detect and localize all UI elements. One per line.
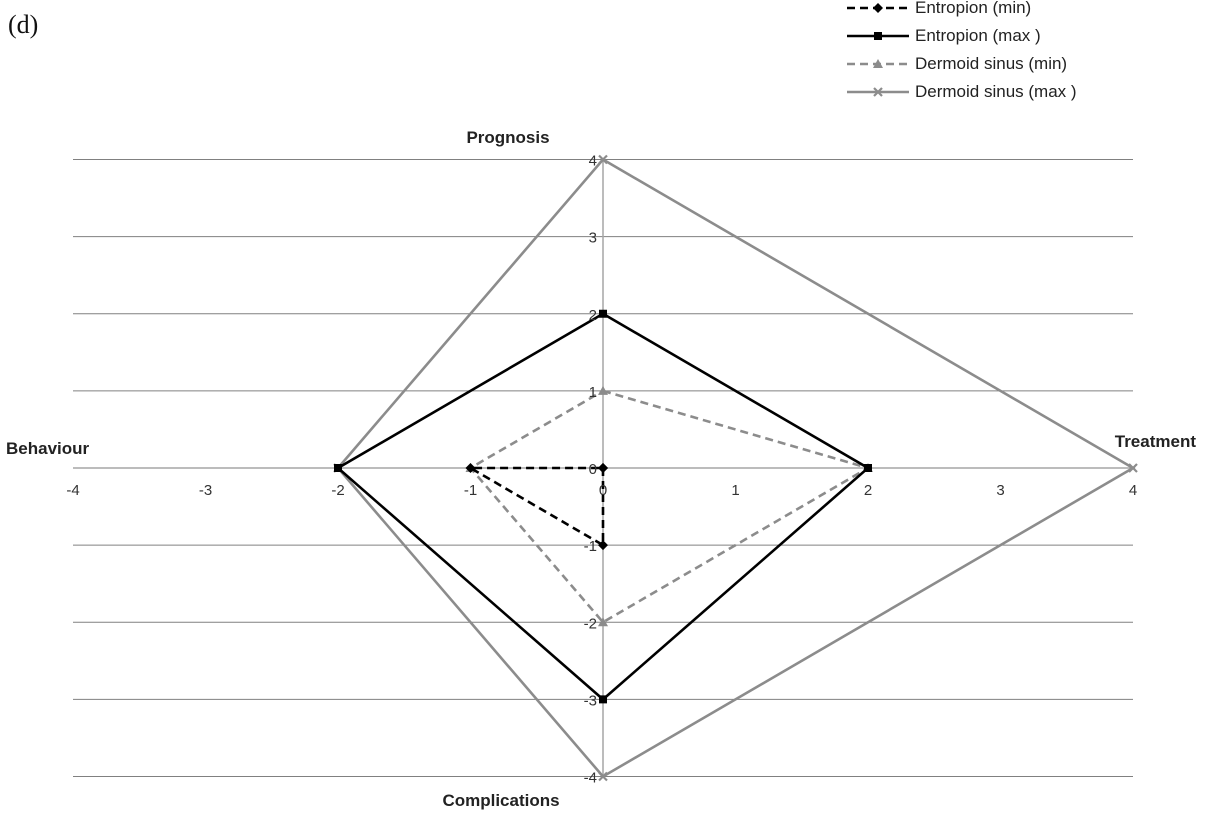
x-tick-label: 0 — [599, 482, 607, 499]
x-tick-label: -3 — [199, 482, 212, 499]
data-point — [465, 463, 476, 473]
data-point — [598, 385, 608, 395]
data-point — [1128, 463, 1138, 473]
series-layer — [333, 154, 1138, 782]
data-point — [598, 540, 608, 551]
x-tick-label: -1 — [464, 482, 477, 499]
y-tick-label: 0 — [589, 461, 597, 478]
legend-swatch — [847, 3, 909, 13]
data-point — [334, 464, 342, 472]
data-point — [873, 3, 883, 13]
legend-label: Entropion (max ) — [915, 26, 1041, 45]
y-tick-label: 3 — [589, 230, 597, 247]
data-point — [874, 32, 882, 40]
legend-swatch — [847, 59, 909, 68]
series-line — [465, 466, 605, 548]
x-tick-label: -4 — [66, 482, 79, 499]
series-line — [468, 389, 872, 624]
axis-label-bottom: Complications — [442, 791, 559, 810]
y-tick-label: 2 — [589, 307, 597, 324]
data-point — [599, 695, 607, 704]
y-tick-label: 4 — [589, 153, 597, 170]
y-tick-label: -4 — [584, 770, 597, 787]
axis-label-right: Treatment — [1115, 432, 1197, 451]
legend-label: Entropion (min) — [915, 0, 1032, 17]
legend-label: Dermoid sinus (max ) — [915, 82, 1077, 101]
y-tick-label: -3 — [584, 692, 597, 709]
axis-label-left: Behaviour — [6, 439, 90, 458]
y-tick-label: -1 — [584, 538, 597, 555]
x-tick-label: 2 — [864, 482, 872, 499]
data-point — [873, 59, 883, 68]
x-tick-label: 4 — [1129, 482, 1137, 499]
data-point — [598, 771, 608, 782]
legend-swatch — [847, 32, 909, 40]
data-point — [598, 154, 608, 165]
data-point — [599, 309, 607, 318]
panel-label: (d) — [8, 10, 39, 39]
tick-layer: -4 -3 -2 -1 0 1 2 3 4 -4 -3 -2 -1 0 1 2 3 4 — [66, 153, 1137, 787]
x-tick-label: 1 — [731, 482, 739, 499]
y-tick-label: -2 — [584, 615, 597, 632]
y-tick-label: 1 — [589, 384, 597, 401]
data-point — [598, 617, 608, 627]
legend-label: Dermoid sinus (min) — [915, 54, 1068, 73]
axis-label-top: Prognosis — [466, 128, 549, 147]
x-tick-label: 3 — [996, 482, 1004, 499]
legend-swatch — [847, 87, 909, 97]
x-tick-label: -2 — [331, 482, 344, 499]
data-point — [873, 87, 883, 97]
data-point — [598, 463, 608, 473]
data-point — [864, 464, 872, 472]
